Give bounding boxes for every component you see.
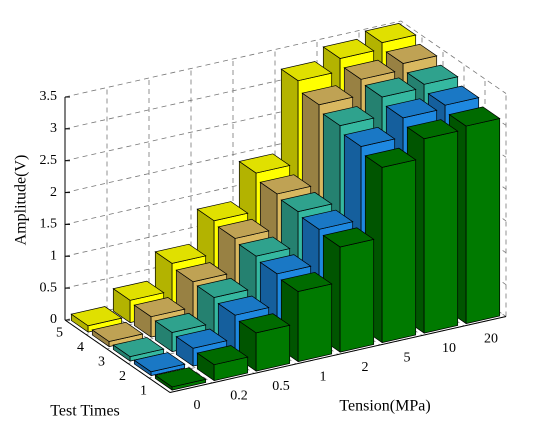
axis-line	[169, 316, 507, 393]
bar-top	[322, 227, 375, 248]
bar-top	[322, 38, 375, 59]
bar-top	[364, 147, 417, 168]
bar-top	[154, 367, 207, 388]
y-tick-label: 5	[56, 325, 63, 340]
bar-top	[196, 201, 249, 222]
x-tick-label: 5	[404, 350, 411, 365]
bar	[91, 321, 144, 348]
bar	[154, 367, 207, 391]
bar-top	[427, 85, 480, 106]
y-tick-label: 2	[119, 369, 126, 384]
x-tick-label: 1	[320, 369, 327, 384]
bar-front	[423, 130, 459, 334]
bar-top	[154, 243, 207, 264]
bar-top	[301, 209, 354, 230]
bar-top	[385, 43, 438, 64]
z-tick-label: 3.5	[40, 89, 58, 104]
bar-top	[280, 271, 333, 292]
x-tick-label: 2	[362, 360, 369, 375]
bar-top	[112, 280, 165, 301]
bar-top	[70, 306, 123, 327]
bar-top	[196, 345, 249, 366]
z-tick-label: 0.5	[40, 280, 58, 295]
bar-top	[322, 106, 375, 127]
y-tick-label: 3	[98, 354, 105, 369]
z-axis-title: Amplitude(V)	[13, 155, 30, 246]
bar-top	[301, 85, 354, 106]
bar-top	[238, 236, 291, 257]
x-tick-label: 0	[194, 398, 201, 413]
bar	[133, 352, 186, 377]
bar-top	[133, 297, 186, 318]
z-tick-label: 3	[50, 121, 57, 136]
bar-top	[448, 106, 501, 127]
bar	[238, 313, 291, 372]
bar-top	[406, 64, 459, 85]
x-axis-title: Tension(MPa)	[339, 398, 430, 415]
bar-top	[364, 77, 417, 98]
bar-top	[280, 61, 333, 82]
bar-top	[133, 352, 186, 373]
z-tick-label: 2.5	[40, 153, 58, 168]
bar-front	[255, 324, 291, 372]
bar-top	[343, 59, 396, 80]
bar-top	[406, 119, 459, 140]
bar-top	[259, 254, 312, 275]
y-tick-label: 4	[77, 340, 84, 355]
bar-top	[154, 312, 207, 333]
bar-front	[465, 118, 501, 325]
bar-top	[343, 126, 396, 147]
bar-top	[364, 23, 417, 43]
bar-front	[297, 283, 333, 363]
x-tick-label: 10	[442, 341, 456, 356]
grid-line	[64, 20, 507, 98]
bar-top	[217, 218, 270, 239]
x-tick-label: 0.5	[272, 379, 290, 394]
bar-top	[175, 262, 228, 283]
bar-top	[112, 337, 165, 358]
x-tick-label: 20	[484, 331, 498, 346]
y-axis-title: Test Times	[50, 403, 120, 420]
bar-front	[339, 238, 375, 353]
axis-line	[64, 319, 171, 393]
bar-top	[238, 313, 291, 334]
bar-top	[196, 277, 249, 298]
bar-top	[175, 328, 228, 349]
bar	[196, 345, 249, 382]
bar	[112, 337, 165, 362]
bar-top	[238, 153, 291, 174]
z-tick-label: 1	[50, 249, 57, 264]
bar-front	[381, 159, 417, 344]
z-tick-label: 2	[50, 185, 57, 200]
z-tick-label: 0	[50, 312, 57, 327]
z-tick-label: 1.5	[40, 217, 58, 232]
bar-top	[217, 295, 270, 316]
bar-top	[259, 174, 312, 195]
y-tick-label: 1	[140, 383, 147, 398]
bar-top	[91, 321, 144, 342]
bar-top	[385, 98, 438, 119]
x-tick-label: 0.2	[230, 388, 248, 403]
bar-top	[280, 192, 333, 212]
